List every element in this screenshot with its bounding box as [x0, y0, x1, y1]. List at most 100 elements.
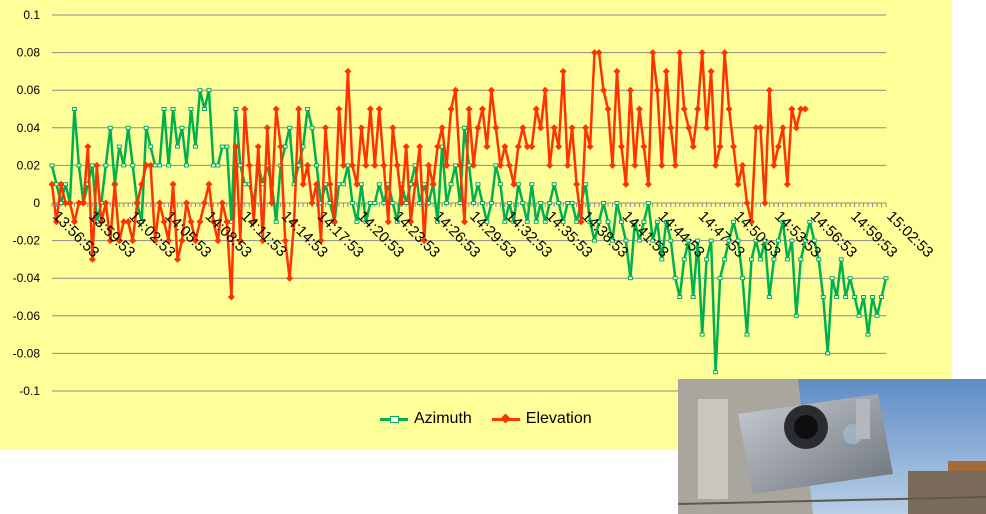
data-point-elevation: [304, 161, 312, 169]
data-point-elevation: [582, 124, 590, 132]
y-tick-label: 0.02: [17, 158, 41, 172]
data-point-azimuth: [587, 219, 593, 224]
data-point-elevation: [241, 105, 249, 113]
data-point-azimuth: [556, 201, 562, 205]
data-point-elevation: [676, 49, 684, 57]
data-point-azimuth: [381, 201, 387, 205]
data-point-elevation: [730, 143, 738, 151]
data-point-elevation: [384, 218, 392, 226]
data-point-azimuth: [726, 238, 732, 243]
data-point-elevation: [550, 124, 558, 132]
data-point-azimuth: [192, 144, 198, 149]
data-point-azimuth: [592, 238, 598, 243]
data-point-azimuth: [654, 219, 660, 224]
data-point-elevation: [272, 105, 280, 113]
data-point-elevation: [205, 180, 213, 188]
data-point-elevation: [138, 180, 146, 188]
data-point-azimuth: [825, 351, 831, 356]
data-point-azimuth: [103, 163, 109, 168]
data-point-elevation: [156, 199, 164, 207]
data-point-elevation: [465, 105, 473, 113]
data-point-elevation: [393, 161, 401, 169]
data-point-elevation: [339, 161, 347, 169]
data-point-azimuth: [708, 238, 714, 243]
data-point-azimuth: [596, 219, 602, 224]
data-point-azimuth: [179, 125, 185, 130]
data-point-elevation: [452, 86, 460, 94]
data-point-elevation: [380, 161, 388, 169]
y-tick-label: 0.06: [17, 83, 41, 97]
data-point-elevation: [496, 161, 504, 169]
data-point-elevation: [169, 180, 177, 188]
data-point-azimuth: [448, 182, 454, 187]
data-point-azimuth: [843, 295, 849, 299]
data-point-azimuth: [686, 238, 692, 243]
data-point-azimuth: [354, 219, 360, 224]
data-point-azimuth: [170, 107, 176, 111]
data-point-elevation: [537, 124, 545, 132]
data-point-azimuth: [829, 276, 835, 281]
data-point-azimuth: [811, 238, 817, 243]
data-point-azimuth: [524, 219, 530, 224]
data-point-elevation: [299, 180, 307, 188]
data-point-elevation: [783, 180, 791, 188]
data-point-azimuth: [197, 88, 203, 93]
data-point-azimuth: [49, 163, 55, 168]
data-point-elevation: [461, 218, 469, 226]
data-point-elevation: [84, 143, 92, 151]
data-point-azimuth: [636, 238, 642, 243]
data-point-elevation: [600, 86, 608, 94]
data-point-azimuth: [627, 276, 633, 281]
data-point-azimuth: [681, 257, 687, 262]
data-point-azimuth: [107, 125, 113, 130]
data-point-elevation: [106, 237, 114, 245]
data-point-elevation: [344, 67, 352, 75]
data-point-elevation: [443, 161, 451, 169]
data-point-elevation: [183, 199, 191, 207]
data-point-elevation: [591, 49, 599, 57]
data-point-elevation: [510, 180, 518, 188]
data-point-elevation: [492, 124, 500, 132]
data-point-elevation: [165, 237, 173, 245]
data-point-azimuth: [668, 238, 674, 243]
data-point-elevation: [151, 237, 159, 245]
data-point-elevation: [290, 218, 298, 226]
data-point-elevation: [236, 237, 244, 245]
data-point-elevation: [66, 199, 74, 207]
data-point-elevation: [640, 143, 648, 151]
data-point-azimuth: [502, 219, 508, 224]
data-point-elevation: [52, 218, 60, 226]
data-point-elevation: [765, 86, 773, 94]
data-point-elevation: [779, 124, 787, 132]
y-tick-label: -0.1: [19, 384, 40, 398]
data-point-azimuth: [206, 88, 212, 93]
data-point-azimuth: [139, 219, 145, 224]
data-point-elevation: [788, 105, 796, 113]
camera-sensor-photo-icon: [678, 379, 986, 514]
data-point-elevation: [75, 199, 83, 207]
data-point-elevation: [286, 274, 294, 282]
data-point-azimuth: [336, 182, 342, 187]
data-point-elevation: [743, 199, 751, 207]
data-point-azimuth: [367, 201, 373, 205]
data-point-elevation: [770, 161, 778, 169]
data-point-elevation: [398, 199, 406, 207]
legend-item-azimuth: Azimuth: [380, 410, 472, 428]
data-point-azimuth: [704, 257, 710, 262]
data-point-elevation: [447, 105, 455, 113]
camera-sensor-photo: [678, 379, 986, 514]
data-point-azimuth: [807, 219, 813, 224]
data-point-elevation: [555, 143, 563, 151]
data-point-elevation: [371, 161, 379, 169]
data-point-azimuth: [201, 107, 207, 111]
data-point-azimuth: [672, 276, 678, 281]
data-point-azimuth: [609, 238, 615, 243]
data-point-elevation: [756, 124, 764, 132]
data-point-elevation: [402, 143, 410, 151]
elevation-marker-icon: [491, 412, 520, 426]
data-point-elevation: [178, 237, 186, 245]
data-point-azimuth: [565, 201, 571, 205]
data-point-azimuth: [879, 295, 885, 299]
data-point-elevation: [716, 143, 724, 151]
data-point-azimuth: [731, 219, 737, 224]
